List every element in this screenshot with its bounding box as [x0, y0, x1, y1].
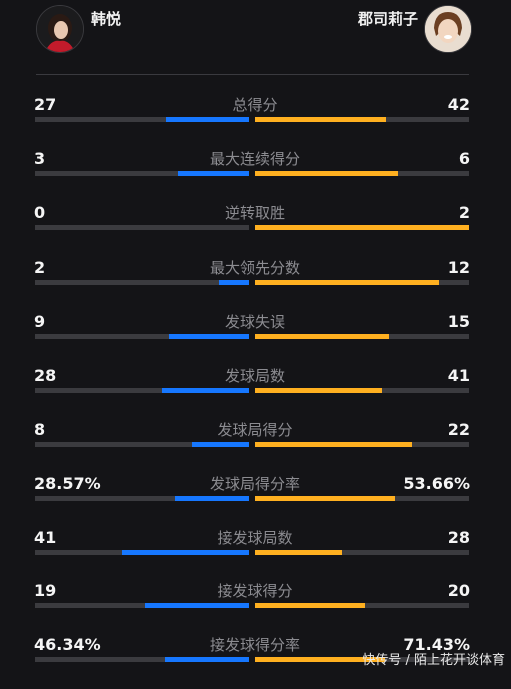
- stat-row-serve-point-rate: 28.57% 发球局得分率 53.66%: [0, 474, 511, 528]
- left-value: 41: [34, 528, 57, 547]
- left-bar-fill: [178, 171, 249, 176]
- stat-row-serve-errors: 9 发球失误 15: [0, 312, 511, 366]
- stat-label: 逆转取胜: [224, 204, 285, 222]
- stat-row-receive-rallies: 41 接发球局数 28: [0, 528, 511, 582]
- left-value: 19: [34, 581, 57, 600]
- right-value: 12: [447, 258, 470, 277]
- left-bar-track: [35, 225, 249, 230]
- left-bar-fill: [144, 603, 249, 608]
- right-bar-fill: [255, 550, 342, 555]
- right-value: 22: [447, 420, 470, 439]
- right-bar-fill: [255, 442, 412, 447]
- player-left-name: 韩悦: [91, 10, 122, 28]
- stat-label: 最大领先分数: [209, 259, 300, 277]
- left-value: 2: [34, 258, 46, 277]
- right-value: 2: [458, 203, 470, 222]
- left-value: 28.57%: [34, 474, 101, 493]
- right-value: 41: [447, 366, 470, 385]
- right-value: 71.43%: [403, 635, 470, 654]
- left-bar-track: [35, 334, 249, 339]
- right-bar-track: [255, 442, 469, 447]
- right-bar-fill: [255, 225, 469, 230]
- left-bar-fill: [165, 117, 249, 122]
- left-value: 28: [34, 366, 57, 385]
- right-bar-track: [255, 603, 469, 608]
- left-bar-track: [35, 117, 249, 122]
- right-value: 20: [447, 581, 470, 600]
- left-value: 9: [34, 312, 46, 331]
- left-bar-track: [35, 388, 249, 393]
- stat-label: 总得分: [232, 96, 278, 114]
- left-value: 3: [34, 149, 46, 168]
- left-bar-track: [35, 442, 249, 447]
- stat-row-serve-points: 8 发球局得分 22: [0, 420, 511, 474]
- right-bar-fill: [255, 603, 365, 608]
- left-bar-track: [35, 657, 249, 662]
- right-bar-fill: [255, 657, 385, 662]
- stat-row-max-streak: 3 最大连续得分 6: [0, 149, 511, 203]
- left-value: 0: [34, 203, 46, 222]
- left-bar-fill: [121, 550, 249, 555]
- stat-label: 发球局得分率: [209, 475, 300, 493]
- right-bar-track: [255, 280, 469, 285]
- source-watermark: 快传号 / 陌上花开谈体育: [362, 653, 505, 668]
- right-bar-track: [255, 496, 469, 501]
- stat-row-comeback-wins: 0 逆转取胜 2: [0, 203, 511, 257]
- player-right-name: 郡司莉子: [357, 10, 418, 28]
- match-header: 韩悦 郡司莉子: [0, 0, 511, 75]
- right-value: 6: [458, 149, 470, 168]
- left-value: 27: [34, 95, 57, 114]
- player-right-avatar[interactable]: [424, 5, 472, 53]
- right-value: 53.66%: [403, 474, 470, 493]
- left-bar-track: [35, 550, 249, 555]
- stat-label: 接发球得分: [217, 582, 293, 600]
- stat-label: 最大连续得分: [209, 150, 300, 168]
- player-left-avatar[interactable]: [36, 5, 84, 53]
- left-bar-fill: [191, 442, 249, 447]
- stat-row-serve-rallies: 28 发球局数 41: [0, 366, 511, 420]
- right-bar-fill: [255, 171, 399, 176]
- right-bar-track: [255, 225, 469, 230]
- player-right-photo: [425, 6, 471, 52]
- left-bar-fill: [174, 496, 249, 501]
- right-value: 42: [447, 95, 470, 114]
- right-bar-track: [255, 657, 469, 662]
- left-bar-fill: [162, 388, 249, 393]
- stat-row-receive-points: 19 接发球得分 20: [0, 581, 511, 635]
- right-value: 15: [447, 312, 470, 331]
- left-bar-fill: [164, 657, 249, 662]
- right-bar-track: [255, 171, 469, 176]
- stat-row-total-points: 27 总得分 42: [0, 95, 511, 149]
- right-bar-fill: [255, 388, 383, 393]
- stat-label: 接发球得分率: [209, 636, 300, 654]
- right-bar-fill: [255, 280, 440, 285]
- right-bar-track: [255, 117, 469, 122]
- left-bar-fill: [168, 334, 249, 339]
- stat-label: 发球失误: [224, 313, 285, 331]
- right-bar-track: [255, 334, 469, 339]
- stat-label: 发球局得分: [217, 421, 293, 439]
- left-bar-fill: [219, 280, 249, 285]
- left-bar-track: [35, 171, 249, 176]
- right-value: 28: [447, 528, 470, 547]
- left-value: 46.34%: [34, 635, 101, 654]
- right-bar-fill: [255, 496, 395, 501]
- left-value: 8: [34, 420, 46, 439]
- right-bar-track: [255, 550, 469, 555]
- stat-label: 发球局数: [224, 367, 285, 385]
- left-bar-track: [35, 280, 249, 285]
- player-left-photo: [37, 6, 83, 52]
- stat-row-max-lead: 2 最大领先分数 12: [0, 258, 511, 312]
- header-divider: [36, 74, 469, 75]
- stat-label: 接发球局数: [217, 529, 293, 547]
- left-bar-track: [35, 603, 249, 608]
- right-bar-fill: [255, 117, 386, 122]
- right-bar-fill: [255, 334, 389, 339]
- right-bar-track: [255, 388, 469, 393]
- stat-row-receive-point-rate: 46.34% 接发球得分率 71.43%: [0, 635, 511, 689]
- left-bar-track: [35, 496, 249, 501]
